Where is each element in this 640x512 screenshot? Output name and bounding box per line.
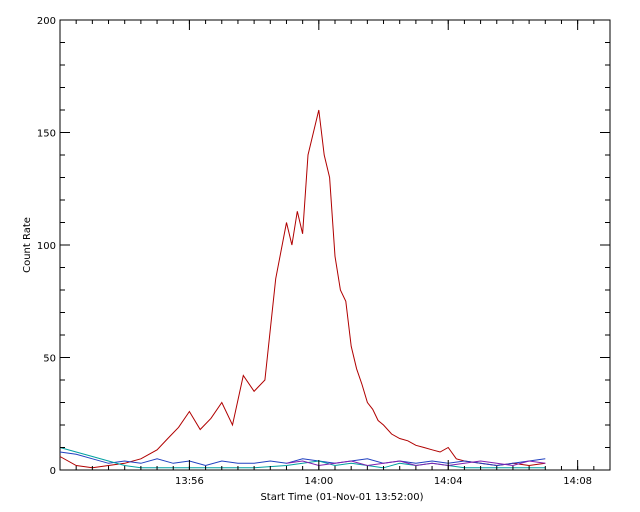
y-tick-label: 0 — [50, 466, 56, 477]
x-tick-label: 14:08 — [563, 476, 592, 487]
series-layer — [59, 109, 546, 469]
x-tick-label: 14:04 — [434, 476, 463, 487]
series-line-3 — [59, 447, 546, 469]
x-tick-label: 14:00 — [304, 476, 333, 487]
plot-area-frame — [59, 19, 611, 471]
x-tick-label: 13:56 — [175, 476, 204, 487]
x-axis-label: Start Time (01-Nov-01 13:52:00) — [260, 492, 423, 503]
series-line-2 — [59, 451, 546, 467]
y-tick-label: 100 — [37, 241, 56, 252]
series-line-4 — [286, 460, 546, 467]
tick-layer: 0 50 100 150 200 13:56 14:00 14:04 14:08 — [37, 16, 611, 487]
y-tick-label: 150 — [37, 129, 56, 140]
y-tick-label: 200 — [37, 16, 56, 27]
y-axis-label: Count Rate — [22, 217, 33, 273]
y-tick-label: 50 — [43, 354, 56, 365]
series-line-1 — [59, 109, 546, 469]
